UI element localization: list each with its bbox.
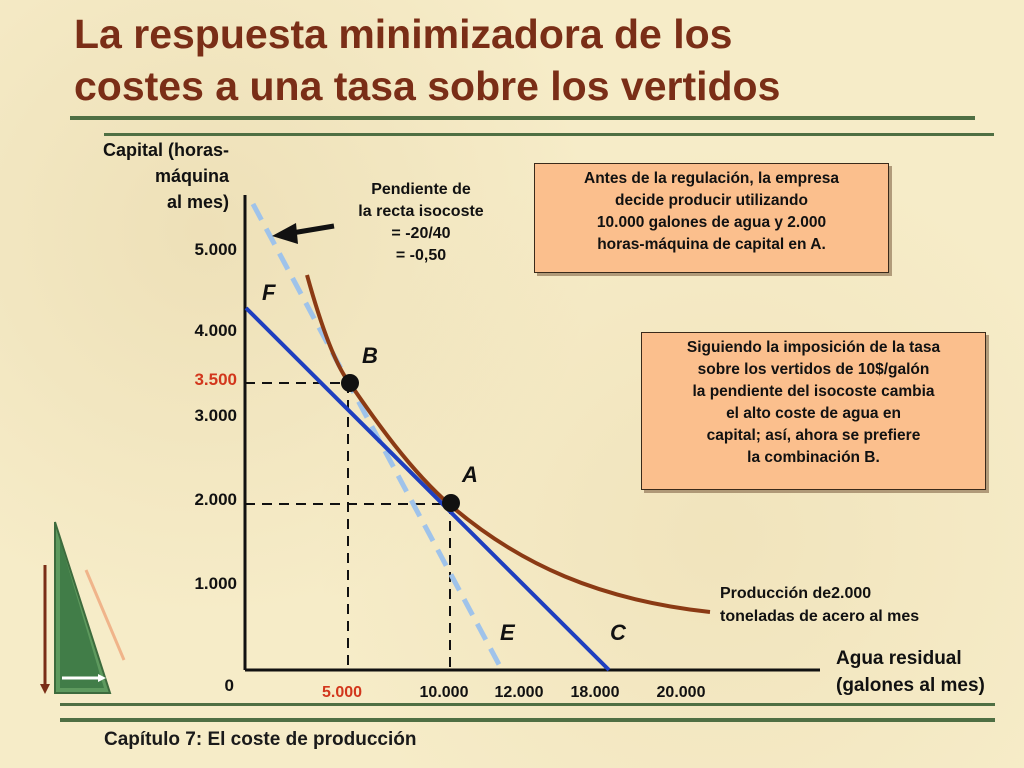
point-label-a: A	[462, 462, 478, 487]
box1-line-4: horas-máquina de capital en A.	[597, 236, 826, 253]
box1-line-2: decide producir utilizando	[615, 192, 808, 209]
triangle-logo-icon	[40, 521, 126, 694]
box2-line-1: Siguiendo la imposición de la tasa	[686, 339, 941, 356]
y-tick-3000: 3.000	[194, 406, 237, 425]
pointer-arrow-icon	[272, 223, 335, 244]
point-label-f: F	[262, 280, 276, 305]
point-a-marker	[442, 494, 460, 512]
x-tick-10000: 10.000	[419, 684, 469, 701]
x-tick-18000: 18.000	[570, 684, 620, 701]
isoquant-label-line-2: toneladas de acero al mes	[720, 608, 920, 625]
y-tick-4000: 4.000	[194, 321, 237, 340]
isoquant-label-line-1: Producción de2.000	[720, 585, 872, 602]
y-axis-label-line-1: Capital (horas-	[102, 140, 229, 160]
x-tick-12000: 12.000	[494, 684, 544, 701]
box2-line-2: sobre los vertidos de 10$/galón	[697, 361, 930, 378]
box2-line-4: el alto coste de agua en	[726, 405, 901, 422]
footer-rule-bottom	[60, 718, 995, 722]
y-tick-5000: 5.000	[194, 240, 237, 259]
note-box-after-tax: Siguiendo la imposición de la tasa sobre…	[641, 332, 986, 490]
title-rule-bottom	[104, 133, 994, 136]
point-label-c: C	[610, 620, 626, 645]
isoquant-curve	[305, 274, 711, 614]
x-tick-5000: 5.000	[321, 684, 363, 701]
y-axis-label: Capital (horas- máquina al mes)	[103, 137, 229, 215]
point-b-marker	[341, 374, 359, 392]
slide-title: La respuesta minimizadora de los costes …	[74, 8, 974, 112]
slope-line-3: = -20/40	[391, 225, 451, 242]
y-tick-2000: 2.000	[194, 490, 237, 509]
box2-line-6: la combinación B.	[747, 449, 880, 466]
footer-rule-top	[60, 703, 995, 706]
box1-line-3: 10.000 galones de agua y 2.000	[596, 214, 827, 231]
isocost-new-line	[244, 306, 611, 672]
slope-annotation: Pendiente de la recta isocoste = -20/40 …	[336, 179, 506, 267]
point-label-e: E	[500, 620, 515, 645]
origin-label: 0	[224, 676, 234, 695]
note-box-before-regulation: Antes de la regulación, la empresa decid…	[534, 163, 889, 273]
slope-line-2: la recta isocoste	[358, 203, 484, 220]
y-axis-label-line-2: máquina	[154, 166, 229, 186]
x-axis-label-line-2: (galones al mes)	[836, 675, 985, 696]
x-tick-20000: 20.000	[656, 684, 706, 701]
y-tick-1000: 1.000	[194, 574, 237, 593]
x-axis-label-line-1: Agua residual	[836, 648, 962, 669]
y-tick-3500: 3.500	[194, 370, 237, 389]
box2-line-5: capital; así, ahora se prefiere	[706, 427, 921, 444]
x-axis-label: Agua residual (galones al mes)	[836, 645, 985, 699]
title-line-1: La respuesta minimizadora de los	[74, 11, 733, 57]
box1-line-1: Antes de la regulación, la empresa	[584, 170, 839, 187]
y-axis-label-line-3: al mes)	[166, 192, 229, 212]
isoquant-label: Producción de2.000 toneladas de acero al…	[720, 582, 919, 628]
footer-chapter: Capítulo 7: El coste de producción	[104, 729, 417, 750]
point-label-b: B	[362, 343, 378, 368]
title-rule-top	[70, 116, 975, 120]
title-line-2: costes a una tasa sobre los vertidos	[74, 63, 781, 109]
box2-line-3: la pendiente del isocoste cambia	[692, 383, 935, 400]
slope-line-4: = -0,50	[395, 247, 447, 264]
slope-line-1: Pendiente de	[371, 181, 471, 198]
